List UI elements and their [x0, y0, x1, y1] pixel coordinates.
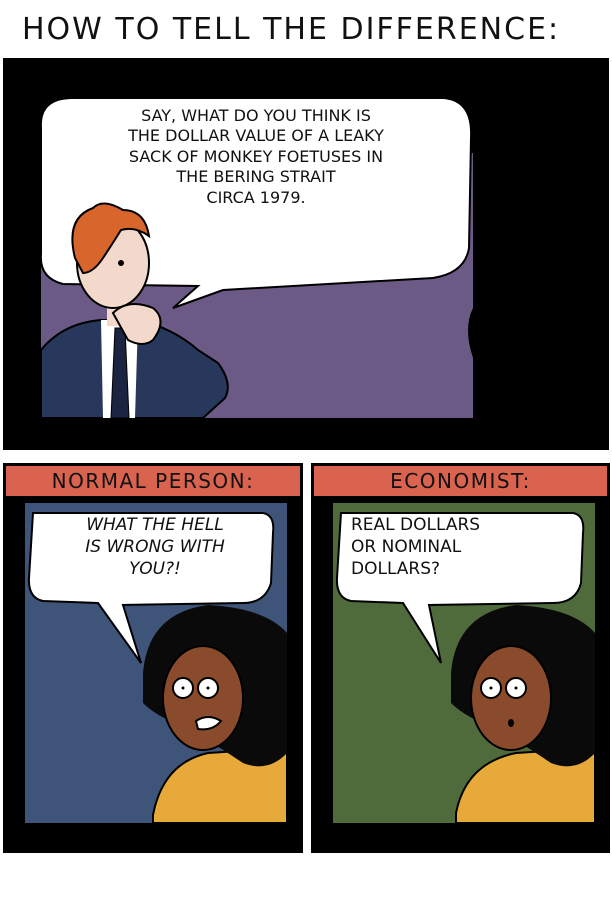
- economist-speech-bubble: [335, 512, 585, 664]
- comic-title: HOW TO TELL THE DIFFERENCE:: [22, 12, 561, 47]
- economist-face: [470, 645, 552, 751]
- economist-speech-text: REAL DOLLARS OR NOMINAL DOLLARS?: [351, 515, 481, 579]
- normal-speech-text: WHAT THE HELL IS WRONG WITH YOU?!: [85, 515, 225, 579]
- normal-face: [162, 645, 244, 751]
- panel-top-art: [3, 97, 609, 450]
- panel-normal-person: NORMAL PERSON: WHAT THE HELL IS WRONG WI…: [3, 463, 303, 853]
- normal-shirt: [152, 746, 288, 824]
- panel-normal-art: [3, 503, 303, 853]
- panel-economist: ECONOMIST: REAL DOLLARS OR NOMINAL DOLLA…: [311, 463, 610, 853]
- economist-mouth: [508, 719, 514, 727]
- panel-top: SAY, WHAT DO YOU THINK IS THE DOLLAR VAL…: [3, 58, 609, 450]
- normal-person-caption: NORMAL PERSON:: [3, 463, 303, 499]
- man-hand: [111, 303, 162, 345]
- man-hair: [71, 202, 151, 275]
- top-speech-text: SAY, WHAT DO YOU THINK IS THE DOLLAR VAL…: [128, 106, 384, 207]
- top-floor: [3, 418, 609, 450]
- normal-mouth: [194, 716, 223, 731]
- economist-shirt: [455, 746, 596, 824]
- man-eye: [118, 260, 124, 266]
- panel-economist-art: [311, 503, 610, 853]
- normal-speech-bubble: [27, 512, 275, 664]
- shadow-silhouette: [468, 98, 609, 450]
- economist-caption: ECONOMIST:: [311, 463, 610, 499]
